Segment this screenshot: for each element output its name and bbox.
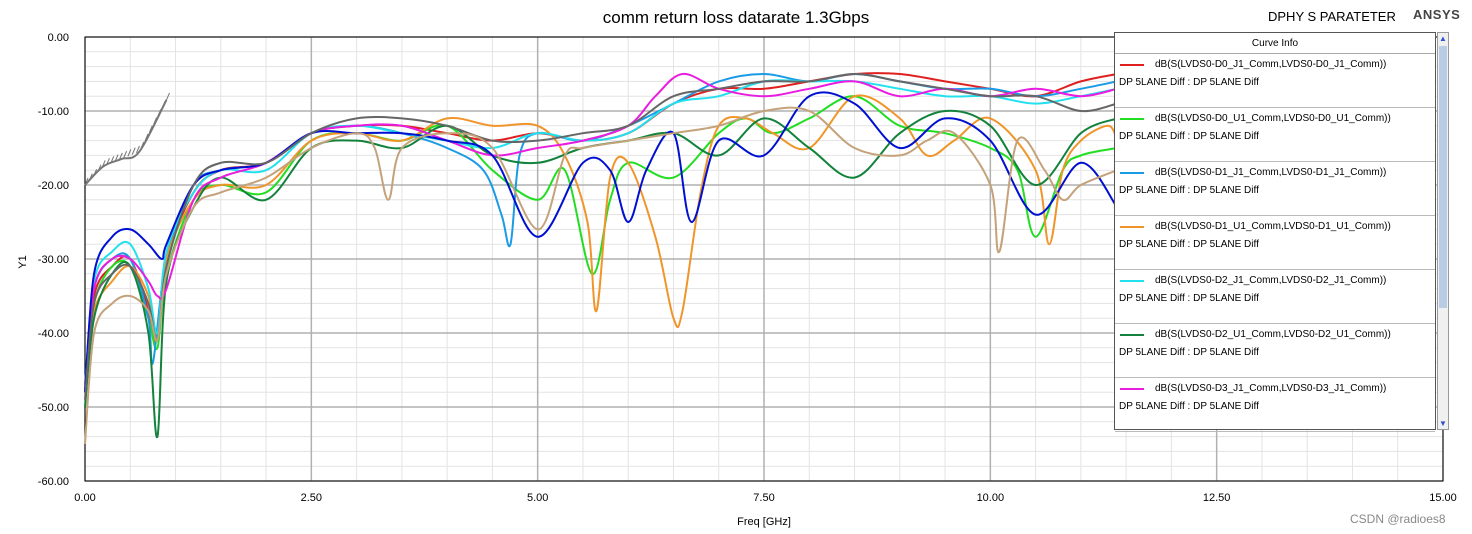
series-line-9 [84, 72, 1118, 400]
plot-lines [84, 72, 1118, 445]
legend-title: Curve Info [1115, 33, 1435, 54]
chart-title: comm return loss datarate 1.3Gbps [602, 8, 870, 27]
hatch-mark [166, 92, 170, 101]
legend-swatch [1120, 280, 1144, 282]
legend-swatch [1120, 64, 1144, 66]
y-tick-label: -60.00 [38, 476, 69, 488]
hatch-mark [161, 100, 166, 109]
legend-item-1[interactable]: dB(S(LVDS0-D0_J1_Comm,LVDS0-D0_J1_Comm))… [1115, 54, 1435, 108]
legend-item-6[interactable]: dB(S(LVDS0-D2_U1_Comm,LVDS0-D2_U1_Comm))… [1115, 324, 1435, 378]
hatch-mark [88, 173, 93, 181]
legend-context: DP 5LANE Diff : DP 5LANE Diff [1119, 131, 1259, 142]
x-tick-label: 10.00 [977, 492, 1005, 504]
legend-context: DP 5LANE Diff : DP 5LANE Diff [1119, 401, 1259, 412]
x-axis-label: Freq [GHz] [737, 516, 791, 528]
x-tick-label: 5.00 [527, 492, 548, 504]
legend-context: DP 5LANE Diff : DP 5LANE Diff [1119, 185, 1259, 196]
legend-swatch [1120, 118, 1144, 120]
legend-swatch [1120, 334, 1144, 336]
series-line-11 [84, 99, 168, 186]
legend-item-4[interactable]: dB(S(LVDS0-D1_U1_Comm,LVDS0-D1_U1_Comm))… [1115, 216, 1435, 270]
scroll-down-icon[interactable]: ▼ [1439, 419, 1447, 428]
legend-scrollbar[interactable]: ▲ ▼ [1437, 32, 1449, 430]
hatch-mark [93, 169, 98, 177]
legend-expression: dB(S(LVDS0-D2_J1_Comm,LVDS0-D2_J1_Comm)) [1155, 275, 1387, 286]
legend-context: DP 5LANE Diff : DP 5LANE Diff [1119, 347, 1259, 358]
project-name: DPHY S PARATETER [1268, 9, 1396, 24]
series-line-7 [84, 72, 1118, 393]
legend-expression: dB(S(LVDS0-D3_J1_Comm,LVDS0-D3_J1_Comm)) [1155, 383, 1387, 394]
x-tick-label: 2.50 [301, 492, 322, 504]
scrollbar-thumb[interactable] [1439, 46, 1447, 308]
hatch-mark [136, 145, 140, 154]
legend-item-5[interactable]: dB(S(LVDS0-D2_J1_Comm,LVDS0-D2_J1_Comm))… [1115, 270, 1435, 324]
x-tick-label: 7.50 [753, 492, 774, 504]
legend-item-7[interactable]: dB(S(LVDS0-D3_J1_Comm,LVDS0-D3_J1_Comm))… [1115, 378, 1435, 432]
hatch-mark [131, 147, 136, 155]
y-tick-label: 0.00 [48, 32, 69, 44]
legend-swatch [1120, 226, 1144, 228]
legend-expression: dB(S(LVDS0-D2_U1_Comm,LVDS0-D2_U1_Comm)) [1155, 329, 1391, 340]
legend-items: dB(S(LVDS0-D0_J1_Comm,LVDS0-D0_J1_Comm))… [1115, 54, 1435, 432]
legend-context: DP 5LANE Diff : DP 5LANE Diff [1119, 239, 1259, 250]
y-tick-labels: 0.00 -10.00 -20.00 -30.00 -40.00 -50.00 -60.00 [38, 32, 69, 488]
y-axis-label: Y1 [17, 255, 29, 268]
series-line-5 [84, 79, 1118, 393]
legend-context: DP 5LANE Diff : DP 5LANE Diff [1119, 77, 1259, 88]
hatch-mark [127, 149, 132, 157]
legend-swatch [1120, 388, 1144, 390]
hatch-mark [114, 154, 119, 162]
hatch-mark [140, 141, 145, 150]
hatch-mark [97, 164, 102, 173]
legend-item-2[interactable]: dB(S(LVDS0-D0_U1_Comm,LVDS0-D0_U1_Comm))… [1115, 108, 1435, 162]
brand-logo: ANSYS [1413, 7, 1461, 22]
series-line-8 [84, 91, 1118, 393]
hatch-mark [148, 125, 153, 133]
hatch-mark [153, 117, 158, 125]
curve-info-legend[interactable]: Curve Info dB(S(LVDS0-D0_J1_Comm,LVDS0-D… [1114, 32, 1436, 432]
y-tick-label: -40.00 [38, 328, 69, 340]
hatch-mark [123, 150, 128, 159]
x-tick-label: 15.00 [1429, 492, 1457, 504]
x-tick-label: 12.50 [1203, 492, 1231, 504]
hatch-mark [101, 160, 106, 168]
hatch-mark [157, 109, 162, 117]
legend-expression: dB(S(LVDS0-D0_J1_Comm,LVDS0-D0_J1_Comm)) [1155, 59, 1387, 70]
x-tick-label: 0.00 [74, 492, 95, 504]
series-line-6 [84, 109, 1118, 438]
series-line-4 [84, 94, 1118, 385]
y-tick-label: -30.00 [38, 254, 69, 266]
hatch-mark [110, 156, 115, 164]
legend-context: DP 5LANE Diff : DP 5LANE Diff [1119, 293, 1259, 304]
y-tick-label: -50.00 [38, 402, 69, 414]
hatch-marks [84, 92, 170, 186]
hatch-mark [105, 157, 110, 166]
watermark: CSDN @radioes8 [1350, 512, 1446, 526]
legend-swatch [1120, 172, 1144, 174]
legend-item-3[interactable]: dB(S(LVDS0-D1_J1_Comm,LVDS0-D1_J1_Comm))… [1115, 162, 1435, 216]
legend-expression: dB(S(LVDS0-D1_J1_Comm,LVDS0-D1_J1_Comm)) [1155, 167, 1387, 178]
legend-expression: dB(S(LVDS0-D0_U1_Comm,LVDS0-D0_U1_Comm)) [1155, 113, 1391, 124]
y-tick-label: -20.00 [38, 180, 69, 192]
hatch-mark [118, 152, 123, 161]
scroll-up-icon[interactable]: ▲ [1439, 34, 1447, 43]
x-tick-labels: 0.00 2.50 5.00 7.50 10.00 12.50 15.00 [74, 492, 1456, 504]
hatch-mark [84, 177, 89, 186]
hatch-mark [144, 133, 149, 141]
y-tick-label: -10.00 [38, 106, 69, 118]
legend-expression: dB(S(LVDS0-D1_U1_Comm,LVDS0-D1_U1_Comm)) [1155, 221, 1391, 232]
series-line-10 [84, 106, 1118, 445]
